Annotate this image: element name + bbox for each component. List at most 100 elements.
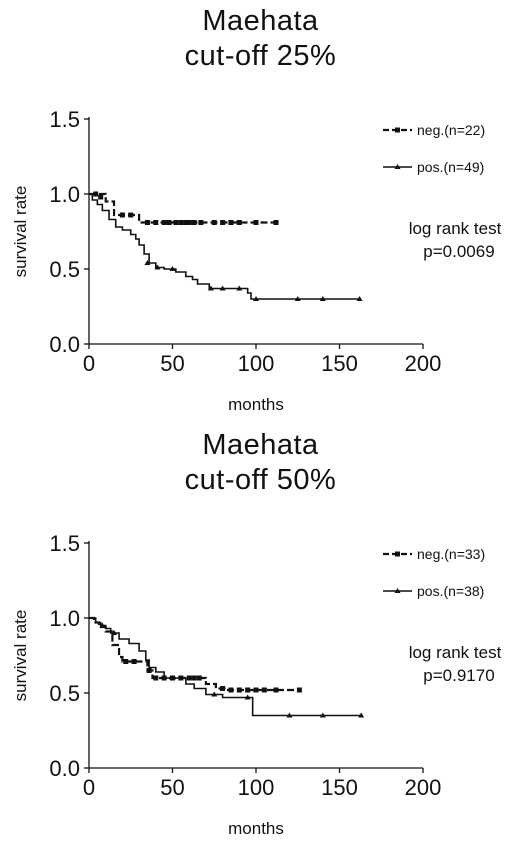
- legend-marker: [395, 127, 400, 133]
- censor-mark-neg: [296, 687, 302, 693]
- censor-mark-neg: [245, 687, 251, 693]
- x-tick-label: 100: [238, 775, 275, 800]
- annotation-line-2: p=0.0069: [423, 242, 494, 261]
- legend-marker: [394, 164, 401, 169]
- censor-mark-neg: [261, 687, 267, 693]
- censor-mark-pos: [144, 260, 151, 265]
- x-tick-label: 50: [160, 351, 184, 376]
- annotation-line-1: log rank test: [409, 219, 502, 238]
- chart-plot: 0.0 0.5 1.0 1.5 0 50 100 150 200 months survival r…: [11, 107, 502, 414]
- x-tick-label: 0: [83, 775, 95, 800]
- annotation-line-1: log rank test: [409, 643, 502, 662]
- legend-label: neg.(n=22): [417, 122, 485, 138]
- censor-mark-neg: [186, 220, 192, 225]
- chart-title-line-1: Maehata: [202, 429, 319, 461]
- censor-mark-neg: [153, 220, 159, 225]
- legend-marker: [394, 588, 401, 593]
- legend-label: neg.(n=33): [417, 546, 485, 562]
- censor-mark-neg: [191, 220, 197, 225]
- chart-panel-cutoff-50: Maehata cut-off 50% 0.0 0.5 1.0 1.5 0 50 100 15…: [0, 424, 521, 848]
- chart-title: Maehata cut-off 50%: [0, 428, 521, 498]
- chart-panel-cutoff-25: Maehata cut-off 25% 0.0 0.5 1.0 1.5 0 50 100 15…: [0, 4, 521, 414]
- x-tick-label: 100: [238, 351, 275, 376]
- censor-mark-pos: [169, 675, 176, 680]
- censor-mark-neg: [198, 220, 204, 225]
- series-pos-line: [89, 193, 360, 300]
- x-axis-label: months: [228, 819, 284, 838]
- y-tick-label: 0.5: [49, 257, 80, 282]
- censor-mark-neg: [166, 220, 172, 225]
- y-tick-label: 1.0: [49, 606, 80, 631]
- series-neg-line: [89, 192, 277, 224]
- y-tick-label: 0.0: [49, 756, 80, 781]
- censor-mark-neg: [98, 194, 104, 200]
- censor-mark-pos: [294, 296, 301, 301]
- legend-label: pos.(n=49): [417, 159, 484, 175]
- x-tick-label: 200: [405, 775, 442, 800]
- censor-mark-pos: [356, 296, 363, 301]
- censor-mark-pos: [244, 694, 251, 700]
- y-axis-label: survival rate: [11, 186, 30, 278]
- chart-plot: 0.0 0.5 1.0 1.5 0 50 100 150 200 months survival r…: [11, 531, 502, 838]
- chart-title: Maehata cut-off 25%: [0, 4, 521, 74]
- censor-mark-neg: [236, 687, 242, 693]
- censor-mark-pos: [111, 630, 118, 635]
- series-neg-line: [89, 616, 300, 692]
- censor-mark-neg: [211, 220, 217, 225]
- censor-mark-pos: [207, 285, 214, 291]
- censor-mark-neg: [220, 686, 226, 691]
- x-tick-label: 200: [405, 351, 442, 376]
- censor-mark-pos: [236, 285, 243, 291]
- censor-mark-neg: [236, 220, 242, 225]
- censor-mark-neg: [173, 220, 179, 225]
- censor-mark-neg: [273, 220, 279, 225]
- censor-mark-neg: [119, 212, 125, 218]
- y-tick-label: 0.0: [49, 332, 80, 357]
- censor-mark-pos: [253, 296, 259, 301]
- censor-mark-pos: [211, 691, 218, 697]
- censor-mark-pos: [169, 266, 176, 271]
- censor-mark-neg: [220, 220, 226, 225]
- censor-mark-neg: [183, 220, 189, 225]
- chart-title-line-2: cut-off 50%: [184, 464, 337, 496]
- censor-mark-pos: [219, 285, 226, 291]
- censor-mark-pos: [358, 712, 365, 718]
- x-axis-label: months: [228, 395, 284, 414]
- series-pos-line: [89, 617, 362, 717]
- censor-mark-neg: [153, 675, 159, 681]
- censor-mark-pos: [319, 296, 326, 301]
- x-tick-label: 50: [160, 775, 184, 800]
- y-tick-label: 0.5: [49, 681, 80, 706]
- censor-mark-pos: [319, 712, 326, 718]
- y-axis-label: survival rate: [11, 610, 30, 702]
- censor-mark-neg: [186, 675, 192, 681]
- censor-mark-neg: [93, 191, 99, 197]
- chart-title-line-2: cut-off 25%: [184, 40, 337, 72]
- x-tick-label: 150: [321, 775, 358, 800]
- y-tick-label: 1.0: [49, 182, 80, 207]
- chart-title-line-1: Maehata: [202, 5, 319, 37]
- x-tick-label: 0: [83, 351, 95, 376]
- censor-mark-neg: [253, 687, 259, 693]
- legend-label: pos.(n=38): [417, 583, 484, 599]
- censor-mark-neg: [228, 220, 234, 225]
- censor-mark-pos: [99, 622, 106, 628]
- censor-mark-neg: [144, 220, 150, 225]
- censor-mark-neg: [253, 220, 259, 225]
- censor-mark-neg: [131, 659, 137, 664]
- censor-mark-neg: [191, 675, 197, 681]
- annotation-line-2: p=0.9170: [423, 666, 494, 685]
- censor-mark-neg: [273, 687, 279, 693]
- legend-marker: [395, 551, 400, 557]
- censor-mark-neg: [178, 220, 184, 225]
- y-tick-label: 1.5: [49, 531, 80, 556]
- censor-mark-pos: [286, 712, 293, 718]
- y-tick-label: 1.5: [49, 107, 80, 132]
- censor-mark-neg: [161, 220, 167, 225]
- censor-mark-neg: [146, 668, 152, 673]
- censor-mark-pos: [154, 264, 161, 270]
- x-tick-label: 150: [321, 351, 358, 376]
- censor-mark-neg: [196, 675, 202, 681]
- censor-mark-neg: [228, 687, 234, 693]
- censor-mark-neg: [123, 659, 129, 664]
